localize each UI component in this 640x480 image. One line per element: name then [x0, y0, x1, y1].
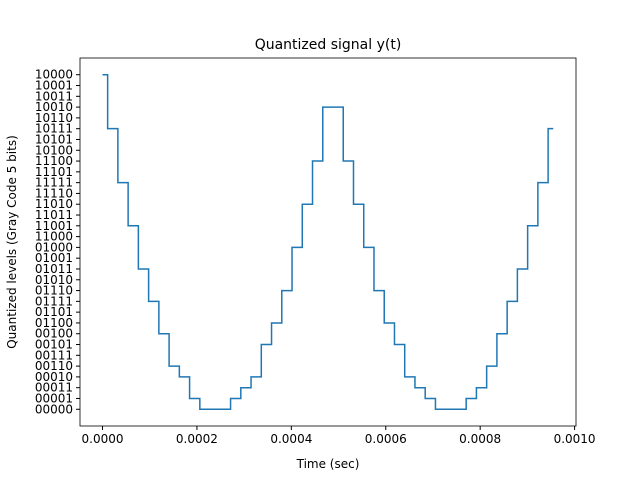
y-tick-label: 01001: [35, 251, 73, 265]
y-tick-label: 00001: [35, 391, 73, 405]
y-tick-label: 00011: [35, 381, 73, 395]
y-tick-label: 01110: [35, 284, 73, 298]
y-tick-label: 01101: [35, 305, 73, 319]
plot-frame: [79, 57, 577, 427]
x-axis-label: Time (sec): [296, 457, 360, 471]
y-tick-label: 10010: [35, 100, 73, 114]
y-tick-label: 10100: [35, 143, 73, 157]
y-tick-label: 01111: [35, 294, 73, 308]
x-tick-label: 0.0000: [82, 432, 124, 446]
chart-title: Quantized signal y(t): [255, 37, 402, 53]
x-tick-label: 0.0004: [270, 432, 312, 446]
y-tick-label: 10000: [35, 68, 73, 82]
y-tick-label: 10011: [35, 89, 73, 103]
x-tick-label: 0.0002: [176, 432, 218, 446]
y-tick-label: 11111: [35, 176, 73, 190]
y-tick-label: 11110: [35, 186, 73, 200]
signal-line: [102, 73, 554, 411]
y-tick-label: 00100: [35, 327, 73, 341]
x-tick-label: 0.0008: [459, 432, 501, 446]
y-tick-label: 01010: [35, 273, 73, 287]
y-tick-label: 11000: [35, 230, 73, 244]
y-tick-label: 10101: [35, 132, 73, 146]
y-tick-label: 00101: [35, 338, 73, 352]
y-tick-label: 00111: [35, 348, 73, 362]
y-tick-label: 11101: [35, 165, 73, 179]
y-tick-label: 01011: [35, 262, 73, 276]
x-tick-label: 0.0010: [554, 432, 596, 446]
y-tick-label: 11100: [35, 154, 73, 168]
y-tick-label: 00000: [35, 402, 73, 416]
y-tick-label: 00010: [35, 370, 73, 384]
y-tick-label: 10111: [35, 122, 73, 136]
x-tick-label: 0.0006: [365, 432, 407, 446]
y-tick-label: 11010: [35, 197, 73, 211]
y-axis-label: Quantized levels (Gray Code 5 bits): [5, 135, 19, 349]
y-tick-label: 11011: [35, 208, 73, 222]
y-tick-label: 00110: [35, 359, 73, 373]
y-tick-label: 01000: [35, 240, 73, 254]
y-tick-label: 10110: [35, 111, 73, 125]
y-tick-label: 01100: [35, 316, 73, 330]
y-tick-label: 11001: [35, 219, 73, 233]
y-tick-label: 10001: [35, 79, 73, 93]
